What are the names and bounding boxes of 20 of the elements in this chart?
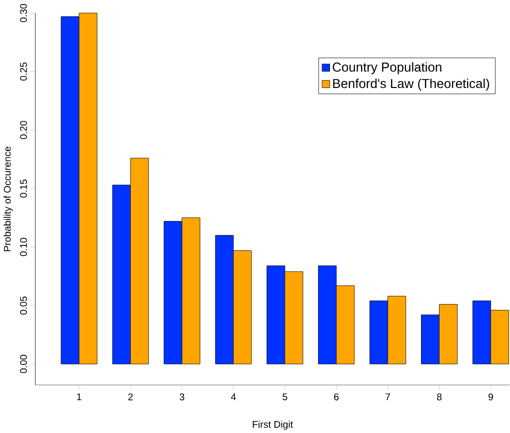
x-tick-label: 6 [334, 393, 339, 400]
legend-label: Country Population [332, 62, 442, 74]
y-tick-label: 0.00 [20, 354, 27, 373]
x-tick-label: 3 [180, 393, 184, 400]
x-tick-label: 9 [488, 393, 493, 400]
y-tick-label: 0.30 [20, 4, 27, 22]
x-tick-label: 2 [128, 393, 133, 400]
x-tick-label: 1 [77, 393, 82, 400]
x-tick-label: 7 [386, 393, 390, 400]
y-tick-label: 0.15 [20, 179, 27, 198]
y-tick-label: 0.05 [20, 296, 27, 314]
y-axis-title: Probability of Occurence [4, 146, 13, 251]
legend-label: Benford's Law (Theoretical) [333, 78, 490, 90]
x-tick-label: 4 [230, 393, 236, 400]
y-tick-label: 0.25 [20, 62, 27, 80]
x-tick-label: 5 [282, 393, 288, 400]
y-tick-label: 0.10 [20, 238, 27, 256]
x-tick-label: 8 [437, 393, 442, 400]
y-tick-label: 0.20 [20, 120, 27, 139]
x-axis-title: First Digit [252, 420, 293, 430]
